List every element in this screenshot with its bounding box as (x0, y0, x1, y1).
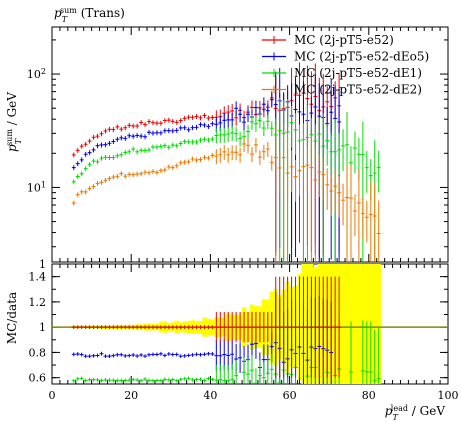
band-bin (376, 264, 381, 384)
main-ytick-label-exp-1: 2 (41, 67, 46, 76)
x-axis-label-rest: / GeV (408, 404, 445, 418)
chart-title: pTsum (Trans) (54, 6, 125, 24)
legend-label-1: MC (2j-pT5-e52-dEo5) (294, 50, 429, 64)
x-tick-label-5: 100 (438, 389, 459, 402)
main-ytick-label-0: 101 (27, 180, 46, 195)
legend-item-2: MC (2j-pT5-e52-dE1) (262, 66, 422, 80)
legend-label-0: MC (2j-pT5-e52) (294, 33, 394, 47)
band-bin (345, 264, 350, 384)
band-bin (356, 264, 362, 384)
main-ylabel-p: p (5, 144, 19, 152)
ratio-mc-band (71, 264, 381, 384)
chart-title-sup: sum (60, 6, 77, 15)
x-axis-label-sub: T (392, 413, 398, 422)
series-3 (71, 124, 381, 262)
x-tick-label-4: 80 (362, 389, 376, 402)
x-tick-label-3: 60 (283, 389, 297, 402)
chart-title-rest: (Trans) (77, 6, 125, 20)
main-ytick-label-exp-0: 1 (41, 180, 46, 189)
band-bin (372, 264, 378, 384)
main-ytick-label-base-1: 10 (27, 68, 41, 81)
legend-item-1: MC (2j-pT5-e52-dEo5) (262, 50, 429, 64)
ratio-ytick-label-4: 1.4 (29, 271, 47, 284)
svg-text:pTsum / GeV: pTsum / GeV (5, 92, 23, 152)
chart-title-sub: T (62, 15, 68, 24)
main-ylabel-sub: T (14, 138, 23, 144)
legend: MC (2j-pT5-e52) MC (2j-pT5-e52-dEo5) MC (2… (262, 33, 429, 97)
x-axis-label-p: p (385, 404, 393, 418)
legend-label-3: MC (2j-pT5-e52-dE2) (294, 83, 422, 97)
ratio-ylabel: MC/data (5, 292, 19, 344)
legend-item-0: MC (2j-pT5-e52) (262, 33, 394, 47)
x-tick-label-2: 40 (203, 389, 217, 402)
main-ytick-label-1: 102 (27, 67, 46, 82)
ratio-top-label: 1 (39, 258, 46, 271)
ratio-ytick-label-0: 0.6 (29, 372, 47, 385)
ratio-series-2 (71, 276, 342, 378)
legend-label-2: MC (2j-pT5-e52-dE1) (294, 66, 422, 80)
x-axis-label-sup: lead (391, 404, 408, 413)
ratio-ytick-label-2: 1 (39, 321, 46, 334)
x-axis-label: pTlead / GeV (385, 404, 446, 422)
legend-item-3: MC (2j-pT5-e52-dE2) (262, 83, 422, 97)
main-ytick-label-base-0: 10 (27, 181, 41, 194)
ratio-ytick-label-3: 1.2 (29, 296, 47, 309)
x-tick-label-0: 0 (49, 389, 56, 402)
main-ylabel-sup: sum (5, 129, 14, 146)
x-tick-label-1: 20 (124, 389, 138, 402)
chart-title-p: p (54, 6, 62, 20)
series-2 (71, 97, 381, 262)
ratio-ytick-label-1: 0.8 (29, 346, 47, 359)
series-1 (71, 67, 342, 262)
svg-text:MC/data: MC/data (5, 292, 19, 344)
band-bin (352, 264, 358, 384)
main-ylabel-rest: / GeV (5, 92, 19, 129)
band-bin (341, 264, 346, 384)
main-ylabel: pTsum / GeV (5, 92, 23, 152)
